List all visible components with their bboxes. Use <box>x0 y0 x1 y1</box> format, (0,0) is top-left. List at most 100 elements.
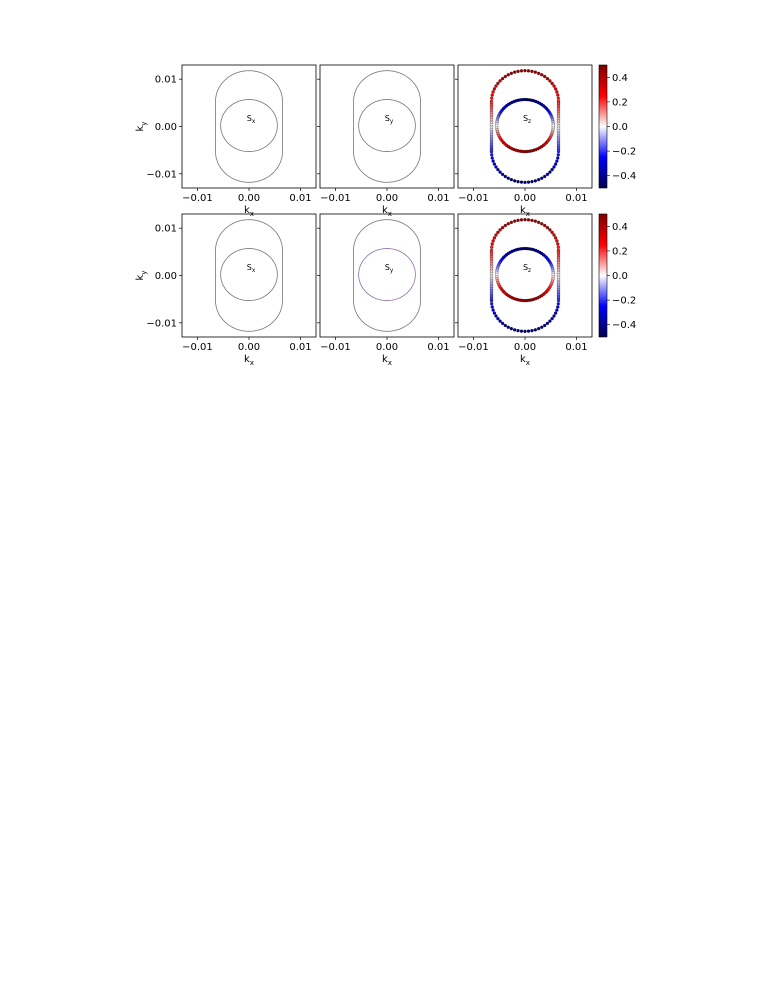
outer-spin-point <box>557 97 560 100</box>
outer-spin-point <box>534 220 537 223</box>
outer-spin-point <box>492 309 495 312</box>
y-axis-label: ky <box>135 121 148 132</box>
outer-spin-point <box>510 221 513 224</box>
outer-spin-point <box>543 224 546 227</box>
x-tick-label: 0.00 <box>376 342 398 353</box>
outer-spin-point <box>543 324 546 327</box>
outer-spin-point <box>491 243 494 246</box>
component-label: Sx <box>247 263 256 274</box>
outer-spin-point <box>555 239 558 242</box>
outer-spin-point <box>504 175 507 178</box>
outer-spin-point <box>491 156 494 159</box>
y-tick-label: 0.00 <box>155 271 177 282</box>
outer-spin-point <box>493 236 496 239</box>
outer-spin-point <box>517 329 520 332</box>
outer-spin-point <box>501 226 504 229</box>
x-tick-label: 0.00 <box>238 342 260 353</box>
outer-spin-point <box>527 330 530 333</box>
outer-spin-point <box>513 328 516 331</box>
outer-spin-point <box>501 77 504 80</box>
outer-spin-point <box>496 168 499 171</box>
outer-spin-point <box>520 69 523 72</box>
outer-spin-point <box>548 171 551 174</box>
x-tick-label: 0.00 <box>238 193 260 204</box>
outer-spin-point <box>543 75 546 78</box>
plot-frame <box>320 214 454 337</box>
outer-spin-point <box>546 77 549 80</box>
outer-spin-point <box>504 324 507 327</box>
outer-spin-point <box>517 180 520 183</box>
outer-spin-point <box>555 160 558 163</box>
outer-spin-point <box>557 100 560 103</box>
x-tick-label: 0.01 <box>565 342 587 353</box>
outer-spin-point <box>507 73 510 76</box>
outer-spin-point <box>493 163 496 166</box>
outer-spin-point <box>490 97 493 100</box>
x-tick-label: −0.01 <box>458 193 489 204</box>
outer-spin-point <box>524 181 527 184</box>
outer-spin-point <box>494 165 497 168</box>
colorbar-tick-label: −0.4 <box>612 171 636 182</box>
outer-spin-point <box>556 243 559 246</box>
outer-spin-point <box>554 163 557 166</box>
outer-spin-point <box>537 178 540 181</box>
outer-spin-point <box>553 234 556 237</box>
outer-spin-point <box>493 312 496 315</box>
outer-fermi-contour <box>354 71 421 183</box>
outer-spin-point <box>507 326 510 329</box>
component-label: Sx <box>247 114 256 125</box>
outer-spin-point <box>537 221 540 224</box>
outer-spin-point <box>496 231 499 234</box>
outer-spin-point <box>546 226 549 229</box>
outer-spin-point <box>557 249 560 252</box>
outer-spin-point <box>496 82 499 85</box>
outer-spin-point <box>494 314 497 317</box>
x-tick-label: −0.01 <box>182 193 213 204</box>
outer-spin-point <box>490 302 493 305</box>
outer-spin-point <box>520 181 523 184</box>
outer-spin-point <box>530 70 533 73</box>
x-tick-label: 0.01 <box>427 193 449 204</box>
outer-spin-point <box>490 150 493 153</box>
colorbar-tick-label: 0.2 <box>612 246 628 257</box>
outer-spin-point <box>546 322 549 325</box>
outer-spin-point <box>494 85 497 88</box>
colorbar-tick-label: −0.2 <box>612 147 636 158</box>
outer-spin-point <box>520 330 523 333</box>
component-label: Sy <box>385 114 394 125</box>
x-tick-label: 0.01 <box>289 193 311 204</box>
outer-spin-point <box>510 327 513 330</box>
y-tick-label: 0.01 <box>155 224 177 235</box>
outer-spin-point <box>553 165 556 168</box>
outer-spin-point <box>513 179 516 182</box>
outer-spin-point <box>530 329 533 332</box>
plot-frame <box>182 214 316 337</box>
outer-spin-point <box>492 239 495 242</box>
outer-spin-point <box>501 322 504 325</box>
colorbar-tick-label: −0.2 <box>612 296 636 307</box>
subplot-r2-c1: Sx −0.01 0.00 0.01 kx 0.01 0.00 −0.01 ky <box>135 214 316 367</box>
outer-spin-point <box>557 153 560 156</box>
outer-spin-point <box>499 171 502 174</box>
outer-spin-point <box>527 218 530 221</box>
colorbar-tick-label: 0.4 <box>612 222 628 233</box>
outer-spin-point <box>530 180 533 183</box>
subplot-r1-c3: Sz −0.01 0.00 0.01 kx 0.4 0.2 0.0 −0.2 −0.4 <box>455 65 636 218</box>
colorbar-tick-label: 0.0 <box>612 271 628 282</box>
outer-spin-point <box>556 94 559 97</box>
inner-fermi-contour <box>221 100 278 152</box>
plot-frame <box>182 65 316 188</box>
inner-spin-point <box>552 273 555 276</box>
x-axis-label: kx <box>244 354 255 367</box>
inner-fermi-contour <box>221 249 278 301</box>
x-axis-label: kx <box>382 354 393 367</box>
outer-spin-point <box>551 168 554 171</box>
x-tick-label: −0.01 <box>182 342 213 353</box>
outer-spin-point <box>504 75 507 78</box>
component-label: Sz <box>523 114 531 125</box>
x-tick-label: −0.01 <box>458 342 489 353</box>
outer-spin-point <box>520 218 523 221</box>
outer-spin-point <box>504 224 507 227</box>
outer-spin-point <box>499 79 502 82</box>
outer-spin-point <box>543 175 546 178</box>
